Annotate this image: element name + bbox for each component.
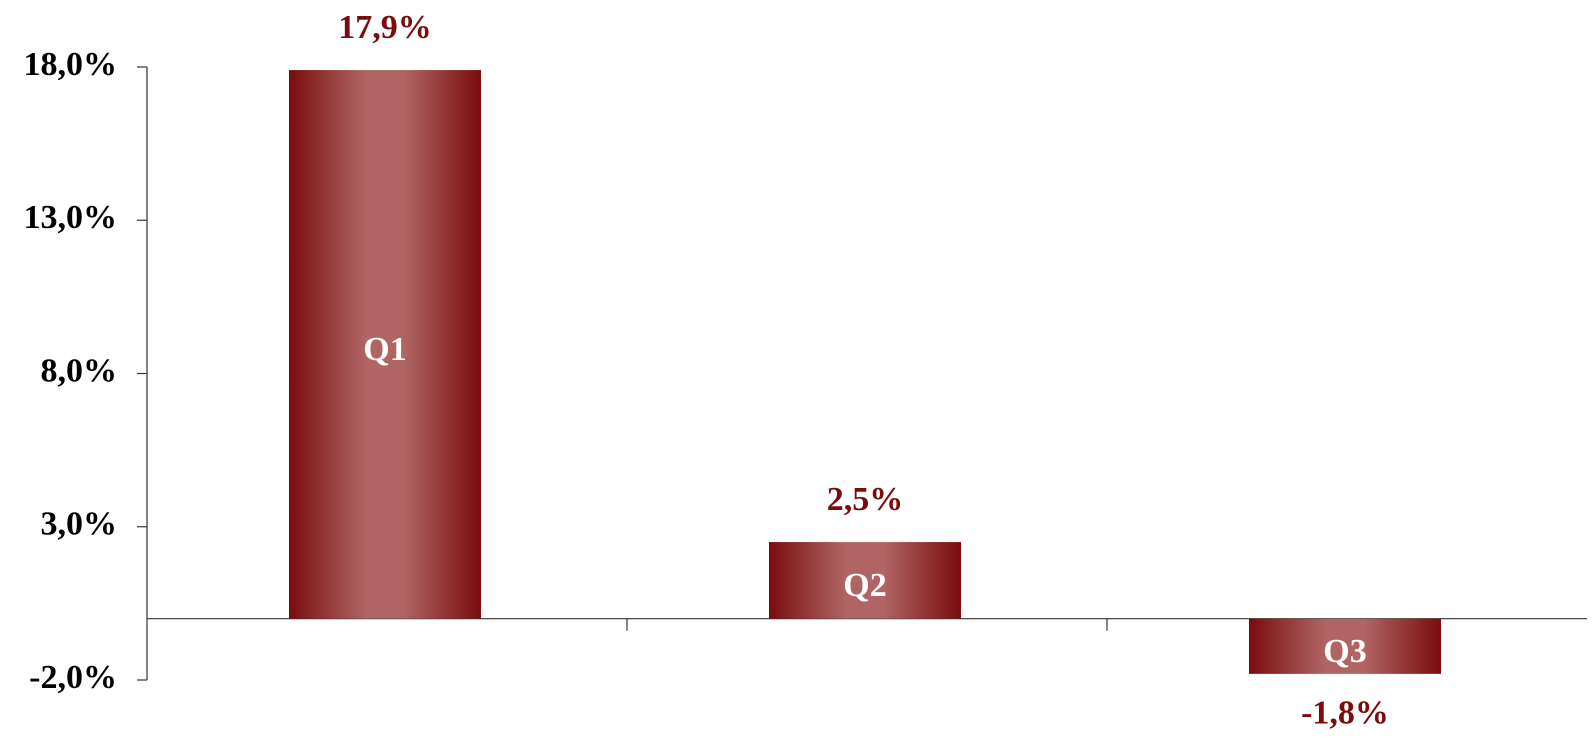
value-label: 2,5% [827,481,904,518]
y-tick-label: 13,0% [24,199,118,236]
bar [289,70,481,619]
value-label: 17,9% [338,9,432,46]
y-tick-label: 3,0% [41,506,118,543]
y-tick-label: 18,0% [24,46,118,83]
bar [769,542,961,619]
y-tick-label: -2,0% [29,659,117,696]
bar [1249,618,1441,674]
category-label: Q3 [1323,633,1366,670]
category-label: Q2 [843,567,886,604]
y-tick-label: 8,0% [41,352,118,389]
category-label: Q1 [363,331,406,368]
value-label: -1,8% [1301,695,1389,732]
